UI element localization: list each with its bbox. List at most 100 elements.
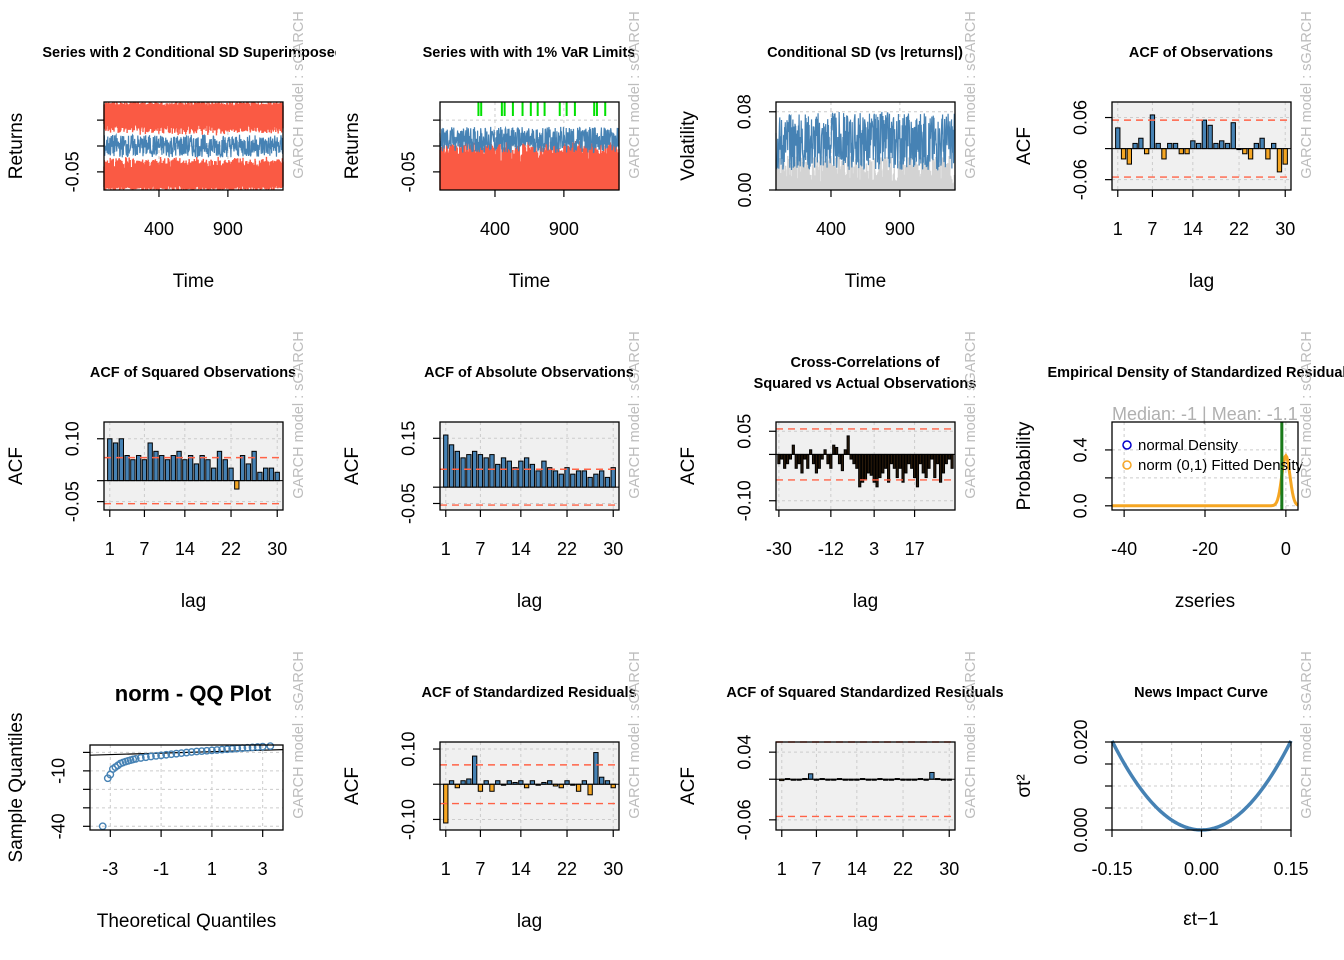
- acf-bar: [1138, 137, 1144, 150]
- acf-bar: [193, 463, 200, 482]
- watermark: GARCH model : sGARCH: [963, 331, 979, 499]
- x-tick-label: 17: [905, 539, 925, 559]
- y-tick-label: 0.08: [735, 94, 755, 129]
- acf-bar: [872, 453, 876, 483]
- chart-p11: ACF of Squared Standardized Residuals 1 7 1…: [678, 651, 1004, 932]
- chart-title: Series with 2 Conditional SD Superimpose…: [42, 45, 336, 61]
- acf-bar: [274, 471, 280, 482]
- x-tick-label: 1: [441, 859, 451, 879]
- y-tick-label: -0.06: [1071, 159, 1091, 200]
- x-axis-label: Time: [173, 271, 215, 292]
- x-tick-label: 900: [549, 219, 579, 239]
- acf-bar: [477, 454, 484, 488]
- x-tick-label: -12: [818, 539, 844, 559]
- acf-bar: [1219, 140, 1225, 150]
- acf-bar: [814, 453, 819, 474]
- acf-bar: [849, 453, 853, 460]
- acf-bar: [529, 780, 536, 785]
- acf-bar: [1132, 142, 1138, 150]
- plot-frame: [775, 101, 956, 191]
- watermark: GARCH model : sGARCH: [291, 331, 307, 499]
- qq-point: [258, 742, 267, 751]
- acf-bar: [518, 460, 524, 488]
- acf-bar: [918, 453, 922, 465]
- x-tick-label: 400: [480, 219, 510, 239]
- panel-acf-abs: ACF of Absolute Observations 1 7 14 22 30 -0.0…: [336, 320, 672, 640]
- panel-acf-sq: ACF of Squared Observations 1 7 14 22 30 -0.05…: [0, 320, 336, 640]
- x-tick-label: 14: [847, 859, 867, 879]
- qq-point: [162, 750, 171, 759]
- panel-returns-sd: Series with 2 Conditional SD Superimpose…: [0, 0, 336, 320]
- acf-bar: [1143, 148, 1150, 155]
- y-tick-label: -40: [49, 813, 69, 839]
- chart-p3: Conditional SD (vs |returns|) 400 900 0.00 0…: [678, 11, 979, 292]
- x-tick-label: 22: [557, 539, 577, 559]
- acf-bar: [471, 755, 478, 785]
- x-axis-label: Time: [509, 271, 551, 292]
- x-tick-label: 22: [1229, 219, 1249, 239]
- acf-bar: [1276, 148, 1283, 173]
- acf-bar: [929, 771, 935, 780]
- y-axis-label: σt²: [1014, 774, 1035, 797]
- watermark: GARCH model : sGARCH: [627, 331, 643, 499]
- x-tick-label: 7: [139, 539, 149, 559]
- acf-bar: [910, 453, 914, 469]
- returns-series: [439, 125, 620, 154]
- acf-bar: [245, 463, 252, 482]
- x-tick-label: 7: [811, 859, 821, 879]
- acf-bar: [581, 780, 588, 785]
- acf-bar: [1190, 140, 1196, 150]
- acf-bar: [558, 783, 564, 789]
- qq-point: [167, 750, 176, 759]
- x-tick-label: 30: [939, 859, 959, 879]
- acf-bar: [124, 455, 130, 482]
- x-tick-label: -20: [1192, 539, 1218, 559]
- x-axis-label: lag: [181, 591, 206, 612]
- acf-bar: [448, 444, 455, 488]
- acf-bar: [941, 453, 946, 474]
- acf-bar: [251, 450, 257, 482]
- watermark: GARCH model : sGARCH: [963, 11, 979, 179]
- acf-bar: [570, 473, 576, 488]
- chart-p2: Series with with 1% VaR Limits 400 900 -0.0…: [342, 11, 643, 292]
- acf-bar: [216, 450, 223, 482]
- qq-point: [131, 754, 140, 763]
- x-tick-label: -0.15: [1091, 859, 1132, 879]
- acf-bar: [907, 453, 911, 465]
- acf-bar: [460, 780, 466, 785]
- qq-point: [253, 743, 262, 751]
- acf-bar: [777, 453, 781, 465]
- cond-sd-series: [775, 111, 956, 171]
- acf-bar: [135, 455, 142, 482]
- plot-frame: [775, 741, 956, 831]
- acf-bar: [1265, 148, 1271, 160]
- panel-acf-sqstd: ACF of Squared Standardized Residuals 1 7 1…: [672, 640, 1008, 960]
- x-tick-label: 900: [885, 219, 915, 239]
- y-axis-label: Volatility: [678, 111, 699, 181]
- acf-bar: [1115, 127, 1121, 150]
- acf-bar: [788, 453, 793, 460]
- acf-bar: [1126, 148, 1132, 165]
- qq-point: [187, 748, 196, 756]
- chart-p6: ACF of Absolute Observations 1 7 14 22 30 -0.0…: [342, 331, 643, 612]
- acf-bar: [861, 453, 865, 483]
- acf-bar: [892, 453, 896, 469]
- acf-bar: [518, 780, 524, 785]
- acf-bar: [523, 457, 530, 488]
- acf-bar: [506, 780, 512, 785]
- legend-label: norm (0,1) Fitted Density: [1138, 457, 1304, 474]
- y-tick-label: 0.10: [63, 421, 83, 456]
- y-axis-label: ACF: [1014, 127, 1035, 165]
- chart-title: News Impact Curve: [1134, 685, 1268, 701]
- watermark: GARCH model : sGARCH: [291, 11, 307, 179]
- acf-bar: [901, 453, 905, 483]
- acf-bar: [1184, 148, 1190, 155]
- acf-bar: [547, 780, 553, 785]
- fitted-density: [1112, 453, 1299, 508]
- acf-bar: [483, 780, 489, 785]
- x-tick-label: 30: [1275, 219, 1295, 239]
- x-tick-label: -40: [1111, 539, 1137, 559]
- chart-title: ACF of Standardized Residuals: [421, 685, 636, 701]
- qq-point: [197, 747, 206, 755]
- x-tick-label: 0: [1281, 539, 1291, 559]
